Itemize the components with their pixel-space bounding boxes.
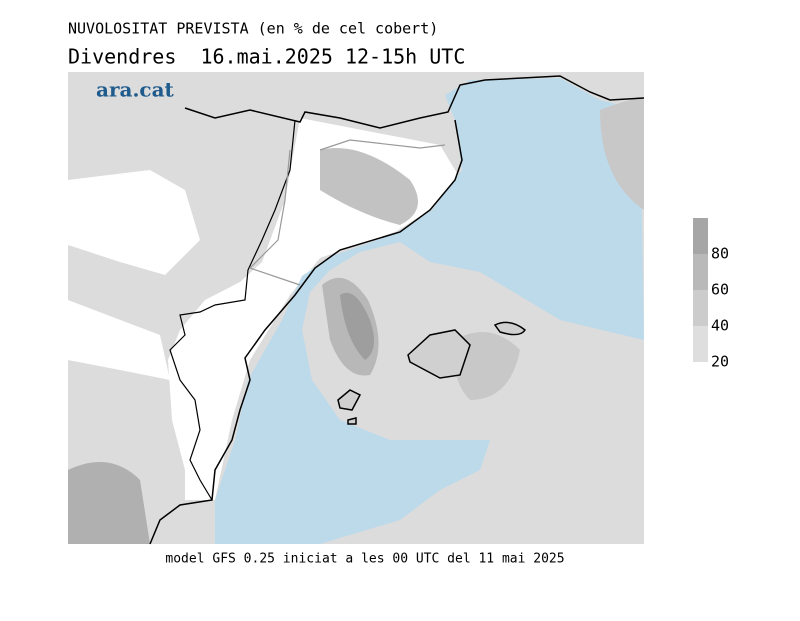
colorbar-label: 60 — [711, 281, 729, 299]
map-subtitle: Divendres 16.mai.2025 12-15h UTC — [68, 45, 465, 69]
colorbar-segment — [693, 326, 708, 362]
logo: ara.cat — [96, 78, 175, 102]
colorbar-label: 80 — [711, 245, 729, 263]
colorbar-label: 20 — [711, 353, 729, 371]
colorbar-segment — [693, 218, 708, 254]
colorbar-segment — [693, 290, 708, 326]
colorbar-segment — [693, 254, 708, 290]
colorbar-label: 40 — [711, 317, 729, 335]
colorbar: 80 60 40 20 — [693, 218, 729, 371]
map-title: NUVOLOSITAT PREVISTA (en % de cel cobert… — [68, 20, 438, 38]
map-footer: model GFS 0.25 iniciat a les 00 UTC del … — [165, 552, 564, 567]
map-area — [68, 72, 645, 545]
